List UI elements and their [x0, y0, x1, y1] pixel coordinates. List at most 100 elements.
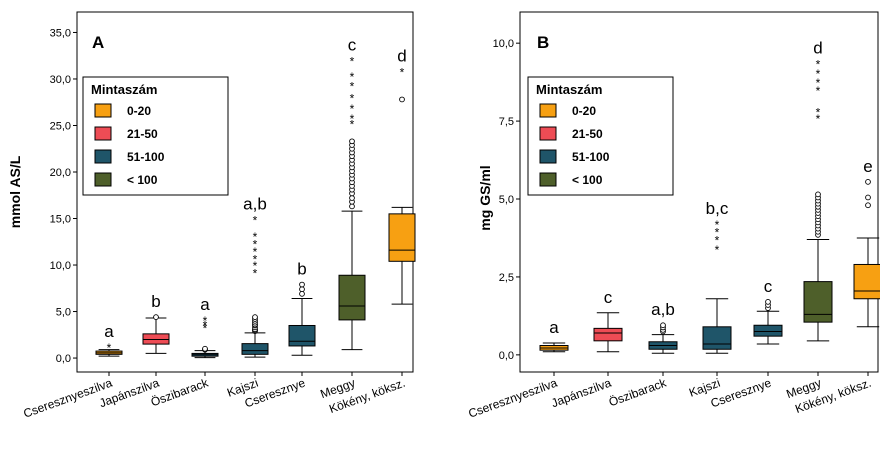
extreme-point: * [253, 253, 258, 267]
extreme-point: * [816, 67, 821, 81]
significance-letter: a [549, 318, 559, 337]
legend-item-label: < 100 [127, 173, 158, 187]
legend-item-label: 0-20 [127, 104, 151, 118]
y-tick-label: 20,0 [50, 167, 71, 179]
outlier-point [349, 195, 355, 201]
box-iqr [241, 343, 269, 355]
extreme-point: * [253, 259, 258, 273]
y-tick-label: 7,5 [499, 116, 514, 128]
outlier-point [202, 345, 208, 352]
extreme-point: * [203, 321, 208, 335]
outlier-point [153, 314, 159, 320]
legend-swatch [94, 149, 112, 164]
extreme-point: * [350, 102, 355, 116]
outlier-point [865, 194, 871, 201]
extreme-point: * [350, 118, 355, 132]
legend-swatch [94, 126, 112, 141]
y-tick-label: 0,0 [56, 353, 71, 365]
extreme-point: * [253, 238, 258, 252]
extreme-point: * [816, 76, 821, 90]
extreme-point: * [253, 245, 258, 259]
box-iqr [288, 324, 316, 347]
legend: Mintaszám 0-20 21-50 51-100 < 100 [527, 76, 674, 196]
outlier-point [299, 281, 305, 288]
legend-item-label: 21-50 [127, 127, 158, 141]
legend-item-label: 0-20 [572, 104, 596, 118]
extreme-point: * [107, 341, 112, 355]
extreme-point: * [715, 243, 720, 257]
legend-swatch [539, 103, 557, 118]
extreme-point: * [816, 112, 821, 126]
extreme-point: * [816, 57, 821, 71]
legend-item-label: < 100 [572, 173, 603, 187]
significance-letter: a [200, 295, 210, 314]
legend-title: Mintaszám [91, 82, 157, 97]
outlier-point [815, 191, 821, 198]
panel-a: 0,0 5,0 10,0 15,0 20,0 25,0 30,0 35,0 mmol AS/L A… [7, 11, 416, 421]
x-category-label: Öszibarack [607, 375, 669, 409]
outlier-point [765, 299, 771, 305]
significance-letter: a,b [651, 300, 675, 319]
extreme-point: * [350, 79, 355, 93]
legend-swatch [539, 172, 557, 187]
box-iqr [803, 281, 833, 323]
extreme-point: * [203, 314, 208, 328]
y-tick-label: 30,0 [50, 74, 71, 86]
y-tick-label: 2,5 [499, 272, 514, 284]
box-iqr [702, 326, 732, 350]
significance-letter: d [397, 47, 406, 66]
box-iqr [388, 213, 416, 262]
y-tick-label: 5,0 [56, 307, 71, 319]
extreme-point: * [350, 70, 355, 84]
outlier-point [349, 203, 355, 210]
extreme-point: * [350, 54, 355, 68]
extreme-point: * [253, 230, 258, 244]
y-tick-label: 10,0 [50, 260, 71, 272]
extreme-point: * [715, 226, 720, 240]
legend-item-label: 51-100 [127, 150, 165, 164]
legend-title: Mintaszám [536, 82, 602, 97]
significance-letter: c [348, 35, 357, 54]
significance-letter: c [764, 277, 773, 296]
significance-letter: c [604, 288, 613, 307]
legend: Mintaszám 0-20 21-50 51-100 < 100 [82, 76, 229, 196]
extreme-point: * [715, 218, 720, 232]
significance-letter: b,c [706, 199, 729, 218]
panel-label: A [92, 33, 104, 52]
significance-letter: e [863, 157, 872, 176]
box-iqr [338, 274, 366, 321]
outlier-point [660, 322, 666, 329]
extreme-point: * [253, 266, 258, 280]
y-tick-label: 5,0 [499, 194, 514, 206]
extreme-point: * [715, 234, 720, 248]
outlier-point [399, 96, 405, 103]
y-axis-label: mg GS/ml [477, 165, 493, 230]
panel-b: 0,0 2,5 5,0 7,5 10,0 mg GS/ml Ba Cseresznyeszil… [466, 11, 880, 421]
extreme-point: * [350, 92, 355, 106]
legend-item-label: 21-50 [572, 127, 603, 141]
significance-letter: b [151, 292, 160, 311]
outlier-point [252, 314, 258, 320]
box-iqr [753, 324, 783, 337]
extreme-point: * [350, 112, 355, 126]
y-tick-label: 15,0 [50, 214, 71, 226]
significance-letter: d [813, 38, 822, 57]
y-tick-label: 25,0 [50, 120, 71, 132]
extreme-point: * [203, 319, 208, 333]
significance-letter: b [297, 260, 306, 279]
outlier-point [299, 291, 305, 297]
extreme-point: * [400, 66, 405, 80]
y-axis-label: mmol AS/L [7, 155, 23, 228]
extreme-point: * [253, 213, 258, 227]
outlier-point [349, 138, 355, 145]
extreme-point: * [816, 106, 821, 120]
y-tick-label: 10,0 [493, 38, 514, 50]
legend-swatch [539, 149, 557, 164]
outlier-point [865, 179, 871, 185]
y-tick-label: 35,0 [50, 27, 71, 39]
box-iqr [853, 263, 880, 300]
extreme-point: * [816, 84, 821, 98]
x-category-label: Cseresznyeszilva [466, 376, 559, 421]
